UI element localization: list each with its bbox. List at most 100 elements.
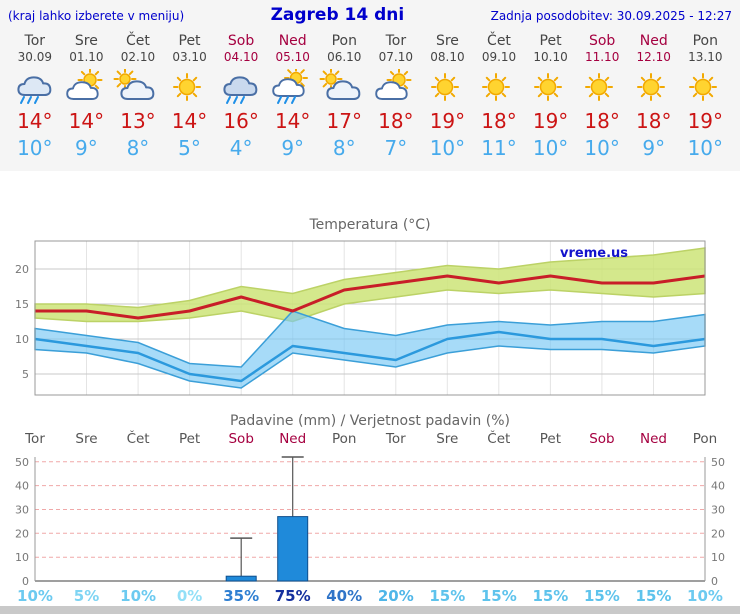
day-min-temp: 8° (126, 136, 150, 160)
day-date: 11.10 (584, 50, 620, 64)
day-max-temp: 14° (68, 109, 105, 133)
day-min-temp: 9° (75, 136, 98, 160)
precip-ytick-left: 10 (15, 551, 29, 564)
precip-probability: 5% (73, 587, 100, 605)
precip-probability: 35% (223, 587, 260, 605)
day-date: 09.10 (481, 50, 517, 64)
day-min-temp: 9° (642, 136, 666, 160)
precip-day-label: Pon (692, 431, 718, 447)
day-column-čet-02.10: Čet 02.10 13° 8° (112, 33, 164, 159)
day-min-temp: 10° (17, 136, 53, 160)
partly-sunny-icon (370, 69, 422, 107)
day-min-temp: 9° (281, 136, 305, 160)
day-column-sob-11.10: Sob 11.10 18° 10° (576, 33, 628, 159)
day-max-temp: 18° (481, 109, 517, 133)
precip-day-label: Sob (589, 431, 615, 447)
precip-day-labels-row: Tor Sre Čet Pet Sob Ned Pon Tor Sre Čet Pet Sob Ned P… (0, 431, 740, 449)
day-date: 13.10 (688, 50, 723, 64)
day-column-pon-06.10: Pon 06.10 17° 8° (318, 33, 370, 159)
precip-probability: 10% (687, 587, 723, 605)
precip-day-label: Ned (640, 431, 667, 447)
day-min-temp: 7° (384, 136, 408, 160)
day-column-tor-07.10: Tor 07.10 18° 7° (370, 33, 422, 159)
precipitation-chart-block: Padavine (mm) / Verjetnost padavin (%) T… (0, 411, 740, 606)
mostly-cloudy-icon (318, 69, 370, 107)
precip-day-label: Pet (539, 431, 562, 447)
partly-sunny-icon (61, 69, 113, 107)
sunny-icon (422, 69, 474, 107)
day-date: 02.10 (120, 50, 156, 64)
precip-day-label: Pon (331, 431, 357, 447)
day-name: Sre (74, 33, 98, 49)
day-date: 08.10 (430, 50, 465, 64)
precip-ytick-right: 40 (711, 480, 725, 493)
day-name: Tor (385, 33, 407, 49)
precip-ytick-left: 20 (15, 527, 29, 540)
precip-day-label: Tor (385, 431, 406, 447)
day-max-temp: 14° (171, 109, 208, 133)
precip-ytick-right: 0 (711, 575, 718, 587)
day-name: Sre (435, 33, 459, 49)
temperature-chart-block: Temperatura (°C) 5 10 15 20 vreme.us (0, 215, 740, 405)
min-temperature-line (34, 330, 706, 383)
precip-probability: 75% (274, 587, 311, 605)
precip-probability: 15% (480, 587, 517, 605)
precip-probability: 15% (635, 587, 672, 605)
day-date: 01.10 (69, 50, 104, 64)
day-column-sob-04.10: Sob 04.10 16° 4° (215, 33, 267, 159)
day-min-temp: 10° (584, 136, 620, 160)
day-column-pet-10.10: Pet 10.10 19° 10° (525, 33, 577, 159)
precip-ytick-right: 20 (711, 527, 725, 540)
precip-bar (277, 516, 309, 582)
day-column-ned-05.10: Ned 05.10 14° 9° (267, 33, 319, 159)
sunny-icon (525, 69, 577, 107)
precip-probability: 15% (429, 587, 466, 605)
day-date: 06.10 (327, 50, 362, 64)
mostly-cloudy-icon (112, 69, 164, 107)
precip-day-label: Čet (487, 431, 511, 447)
day-max-temp: 19° (429, 109, 466, 133)
precip-probability: 10% (17, 587, 53, 605)
precip-day-label: Pet (178, 431, 201, 447)
precip-day-label: Ned (279, 431, 307, 447)
day-name: Ned (278, 33, 307, 49)
day-column-ned-12.10: Ned 12.10 18° 9° (628, 33, 680, 159)
temp-ytick: 10 (15, 333, 29, 346)
precip-ytick-right: 10 (711, 551, 725, 564)
day-date: 10.10 (533, 50, 568, 64)
temp-ytick: 15 (15, 298, 29, 311)
temp-ytick: 20 (15, 263, 29, 276)
precip-day-label: Sre (436, 431, 459, 447)
precip-probability: 0% (176, 587, 203, 605)
day-max-temp: 17° (326, 109, 362, 133)
footer-bar (0, 606, 740, 614)
precip-day-label: Sre (75, 431, 98, 447)
day-date: 05.10 (275, 50, 310, 64)
day-min-temp: 10° (687, 136, 724, 160)
header: (kraj lahko izberete v meniju) Zagreb 14… (0, 5, 740, 29)
day-max-temp: 14° (17, 109, 53, 133)
precip-ytick-left: 30 (15, 504, 29, 517)
precip-day-label: Tor (25, 431, 45, 447)
day-date: 30.09 (17, 50, 52, 64)
last-updated: Zadnja posodobitev: 30.09.2025 - 12:27 (490, 9, 732, 23)
temperature-chart: 5 10 15 20 vreme.us (15, 240, 706, 396)
day-name: Sob (588, 33, 616, 49)
day-min-temp: 11° (481, 136, 517, 160)
day-column-pet-03.10: Pet 03.10 14° 5° (164, 33, 216, 159)
page-title: Zagreb 14 dni (270, 5, 405, 25)
day-max-temp: 18° (378, 109, 414, 133)
day-min-temp: 8° (332, 136, 356, 160)
precip-day-label: Čet (126, 431, 150, 447)
day-max-temp: 13° (120, 109, 156, 133)
day-max-temp: 14° (274, 109, 311, 133)
precip-ytick-right: 30 (711, 504, 725, 517)
sunny-icon (680, 69, 732, 107)
day-column-pon-13.10: Pon 13.10 19° 10° (680, 33, 732, 159)
max-temperature-line (35, 274, 706, 320)
day-name: Čet (126, 33, 150, 49)
precip-ytick-left: 40 (15, 480, 29, 493)
day-max-temp: 19° (687, 109, 724, 133)
forecast-strip: (kraj lahko izberete v meniju) Zagreb 14… (0, 0, 740, 171)
day-name: Pet (539, 33, 562, 49)
